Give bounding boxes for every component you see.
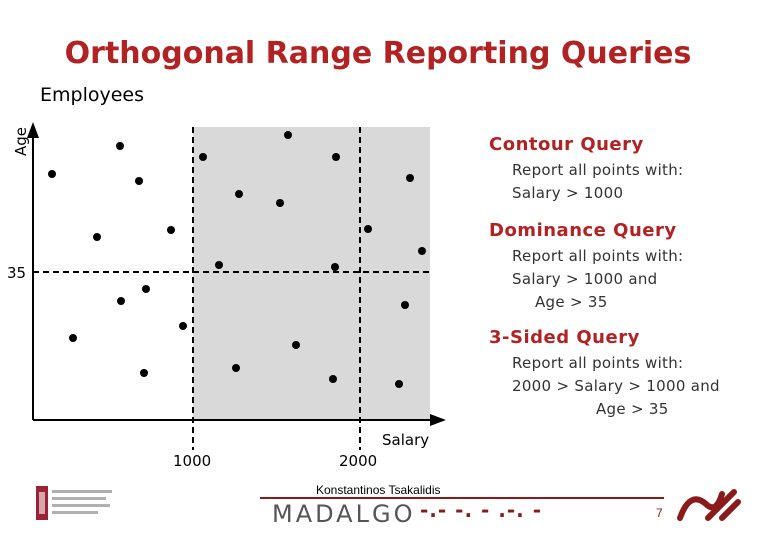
dominance-query-line: Age > 35 xyxy=(535,293,608,311)
x-axis-arrow xyxy=(430,414,446,426)
dominance-query-line: Salary > 1000 and xyxy=(512,270,658,288)
x-tick-1000: 1000 xyxy=(173,452,212,470)
data-point xyxy=(284,131,292,139)
data-point xyxy=(235,190,243,198)
dataset-label: Employees xyxy=(40,84,144,106)
data-point xyxy=(331,263,339,271)
data-point xyxy=(93,233,101,241)
three-sided-query-line: 2000 > Salary > 1000 and xyxy=(512,377,720,395)
x-tick-2000: 2000 xyxy=(339,452,378,470)
page-number: 7 xyxy=(656,506,663,520)
data-point xyxy=(48,170,56,178)
data-point xyxy=(406,174,414,182)
data-point xyxy=(140,369,148,377)
footer-author: Konstantinos Tsakalidis xyxy=(316,483,441,497)
three-sided-query-line: Report all points with: xyxy=(512,354,684,372)
y-axis-arrow xyxy=(27,122,39,138)
data-point xyxy=(116,142,124,150)
data-point xyxy=(142,285,150,293)
data-point xyxy=(418,247,426,255)
footer-divider xyxy=(260,497,664,499)
data-point xyxy=(232,364,240,372)
data-point xyxy=(179,322,187,330)
data-point xyxy=(395,380,403,388)
dominance-query-title: Dominance Query xyxy=(489,220,677,241)
data-point xyxy=(401,301,409,309)
dominance-query-line: Report all points with: xyxy=(512,247,684,265)
data-point xyxy=(199,153,207,161)
madalgo-logo-dashes: -.- -. - .-. - xyxy=(420,498,543,522)
data-point xyxy=(329,375,337,383)
three-sided-query-line: Age > 35 xyxy=(596,400,669,418)
data-point xyxy=(215,261,223,269)
data-point xyxy=(364,225,372,233)
slide-title: Orthogonal Range Reporting Queries xyxy=(64,36,692,71)
y-axis-label: Age xyxy=(12,126,30,156)
data-point xyxy=(332,153,340,161)
data-point xyxy=(135,177,143,185)
data-point xyxy=(117,297,125,305)
contour-query-title: Contour Query xyxy=(489,134,644,155)
data-point xyxy=(69,334,77,342)
data-point xyxy=(292,341,300,349)
data-point xyxy=(167,226,175,234)
query-range-shade xyxy=(193,127,430,420)
university-logo-icon xyxy=(677,489,741,521)
data-points xyxy=(48,131,426,388)
contour-query-line: Salary > 1000 xyxy=(512,184,624,202)
x-axis-label: Salary xyxy=(382,431,430,449)
y-tick-35: 35 xyxy=(7,264,27,282)
contour-query-line: Report all points with: xyxy=(512,161,684,179)
madalgo-logo-text: MADALGO xyxy=(272,500,416,528)
data-point xyxy=(276,199,284,207)
three-sided-query-title: 3-Sided Query xyxy=(489,327,640,348)
foundation-logo xyxy=(36,486,112,520)
